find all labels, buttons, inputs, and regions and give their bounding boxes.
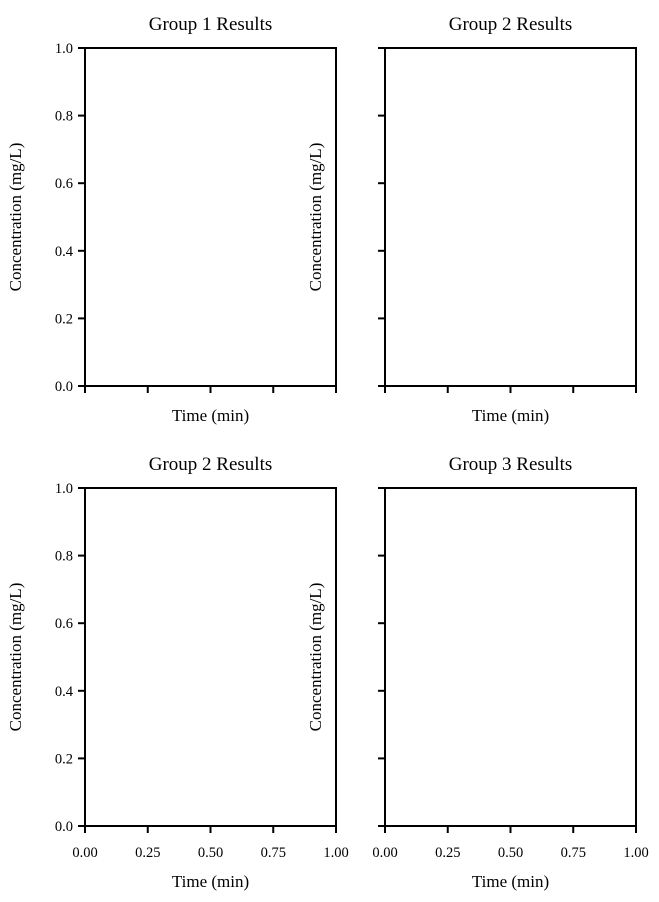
x-tick-label: 0.50	[198, 845, 223, 861]
x-tick-label: 0.00	[72, 845, 97, 861]
x-axis-label: Time (min)	[472, 872, 549, 891]
x-tick-label: 0.50	[498, 845, 523, 861]
x-tick-label: 1.00	[623, 845, 648, 861]
y-tick-label: 1.0	[55, 41, 73, 57]
y-tick-label: 0.0	[55, 819, 73, 835]
x-tick-label: 1.00	[323, 845, 348, 861]
subplot-title: Group 3 Results	[449, 454, 573, 475]
x-axis-label: Time (min)	[472, 406, 549, 425]
y-tick-label: 0.4	[55, 244, 74, 260]
x-tick-label: 0.25	[435, 845, 460, 861]
y-axis-label: Concentration (mg/L)	[6, 143, 25, 292]
x-tick-label: 0.75	[261, 845, 286, 861]
subplot-title: Group 1 Results	[149, 14, 273, 35]
y-tick-label: 0.8	[55, 549, 73, 565]
plot-frame	[384, 47, 637, 387]
subplot-title: Group 2 Results	[149, 454, 273, 475]
subplot-2: Group 2 Results Time (min) Concentration (…	[306, 14, 637, 425]
y-axis-label: Concentration (mg/L)	[6, 583, 25, 732]
x-tick-label: 0.00	[372, 845, 397, 861]
plot-frame	[84, 487, 337, 827]
subplot-3: Group 2 Results 0.00 0.25 0.50 0.75 1.00 0.0 0.…	[6, 454, 349, 891]
plot-frame	[84, 47, 337, 387]
x-axis-label: Time (min)	[172, 406, 249, 425]
subplot-title: Group 2 Results	[449, 14, 573, 35]
x-tick-label: 0.25	[135, 845, 160, 861]
y-axis-label: Concentration (mg/L)	[306, 583, 325, 732]
y-axis-label: Concentration (mg/L)	[306, 143, 325, 292]
y-tick-label: 0.2	[55, 311, 73, 327]
plot-frame	[384, 487, 637, 827]
subplot-4: Group 3 Results 0.00 0.25 0.50 0.75 1.00 Time …	[306, 454, 649, 891]
y-tick-label: 0.6	[55, 616, 73, 632]
y-tick-label: 1.0	[55, 481, 73, 497]
y-tick-label: 0.2	[55, 751, 73, 767]
x-axis-label: Time (min)	[172, 872, 249, 891]
y-tick-label: 0.8	[55, 109, 73, 125]
subplot-1: Group 1 Results 0.0 0.2 0.4 0.6 0.8 1.0 Time (m…	[6, 14, 337, 425]
y-tick-label: 0.0	[55, 379, 73, 395]
y-tick-label: 0.6	[55, 176, 73, 192]
x-tick-label: 0.75	[561, 845, 586, 861]
y-tick-label: 0.4	[55, 684, 74, 700]
